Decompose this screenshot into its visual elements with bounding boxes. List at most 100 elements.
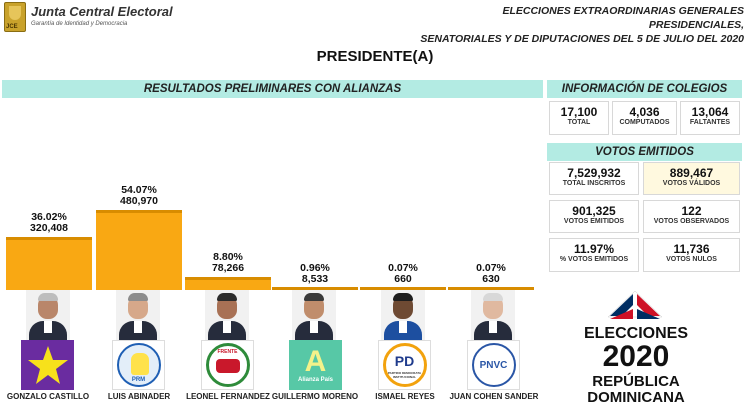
stat-votos-emitidos: 901,325 VOTOS EMITIDOS [549,200,639,233]
stat-value: 122 [681,204,702,218]
party-logo-pld [21,340,74,390]
party-logo-pnvc: PNVC [467,340,520,390]
stat-value: 17,100 [560,105,598,119]
candidate-photo-gonzalo-castillo [26,290,70,340]
election-title-line1: ELECCIONES EXTRAORDINARIAS GENERALES PRE… [502,5,744,31]
votes-label: 630 [482,273,500,285]
percent-label: 0.07% [388,262,418,274]
candidate-name-juan-cohen: JUAN COHEN SANDER [449,392,539,401]
votes-label: 660 [394,273,412,285]
results-bar-chart: 36.02% 320,408 54.07% 480,970 8.80% 78,2… [0,100,545,290]
alianza-text: Alianza País [297,377,333,383]
candidate-photo-guillermo-moreno [292,290,336,340]
stat-label: TOTAL [567,119,591,126]
stat-label: COMPUTADOS [619,119,670,126]
candidate-photo-ismael-reyes [381,290,425,340]
org-tagline: Garantía de Identidad y Democracia [31,21,128,27]
bar-label-leonel-fernandez: 8.80% 78,266 [183,250,273,274]
candidate-name-ismael-reyes: ISMAEL REYES [375,392,435,401]
branding-elecciones: ELECCIONES [583,325,688,342]
percent-label: 0.96% [300,262,330,274]
fp-text: FRENTE [217,349,238,355]
bar-label-luis-abinader: 54.07% 480,970 [94,185,184,207]
votes-label: 78,266 [211,261,245,274]
map-icon [215,359,240,373]
candidate-photo-luis-abinader [116,290,160,340]
prm-seal: PRM [116,343,161,387]
logo-text: JCE [6,24,18,30]
branding-year: 2020 [602,340,670,373]
percent-label: 54.07% [121,184,157,196]
stat-value: 7,529,932 [567,166,621,180]
stat-value: 11,736 [673,242,710,256]
stat-label: VOTOS EMITIDOS [563,218,625,225]
percent-label: 0.07% [476,262,506,274]
stat-faltantes: 13,064 FALTANTES [680,101,740,135]
pnvc-text: PNVC [479,359,508,371]
dominican-flag-icon [607,290,663,319]
stat-label: FALTANTES [689,119,731,126]
votes-label: 320,408 [30,221,68,234]
pnvc-seal: PNVC [471,343,516,387]
stat-total-inscritos: 7,529,932 TOTAL INSCRITOS [549,162,639,195]
bar-ismael-reyes [360,287,446,290]
stat-value: 11.97% [573,242,615,256]
stat-label: VOTOS NULOS [666,256,717,263]
stat-votos-validos: 889,467 VOTOS VÁLIDOS [643,162,740,195]
percent-label: 36.02% [31,210,67,223]
jce-logo: JCE [4,2,26,32]
bar-label-juan-cohen: 0.07% 630 [446,263,536,285]
election-title: ELECCIONES EXTRAORDINARIAS GENERALES PRE… [414,4,744,46]
stat-value: 901,325 [572,204,616,218]
election-title-line2: SENATORIALES Y DE DIPUTACIONES DEL 5 DE … [420,33,744,45]
party-logo-prm: PRM [112,340,165,390]
results-section-title: RESULTADOS PRELIMINARES CON ALIANZAS [2,80,543,98]
bar-label-gonzalo-castillo: 36.02% 320,408 [4,210,94,234]
branding-country: REPÚBLICA DOMINICANA [566,374,706,406]
candidate-name-guillermo-moreno: GUILLERMO MORENO [271,392,359,401]
bar-juan-cohen [448,287,534,290]
page-title: PRESIDENTE(A) [316,48,434,65]
colegios-section-title: INFORMACIÓN DE COLEGIOS [547,80,742,98]
branding-country-line1: REPÚBLICA [592,373,680,390]
votes-label: 480,970 [120,195,158,207]
stat-label: TOTAL INSCRITOS [562,180,626,187]
bar-label-ismael-reyes: 0.07% 660 [358,263,448,285]
percent-label: 8.80% [213,250,243,263]
votes-label: 8,533 [301,273,329,285]
fp-seal: FRENTE [205,343,250,387]
org-name: Junta Central Electoral [31,4,173,19]
pdi-text: PARTIDO DEMOCRATA INSTITUCIONAL [387,371,422,379]
pdi-letters: PD [394,353,415,369]
party-logo-alianza-pais: A Alianza País [289,340,342,390]
candidate-name-luis-abinader: LUIS ABINADER [107,392,171,401]
stat-label: % VOTOS EMITIDOS [559,256,629,263]
votos-section-title: VOTOS EMITIDOS [547,143,742,161]
stat-votos-nulos: 11,736 VOTOS NULOS [643,238,740,272]
stat-value: 4,036 [629,105,660,119]
stat-total-colegios: 17,100 TOTAL [549,101,609,135]
stat-computados: 4,036 COMPUTADOS [612,101,677,135]
alianza-letter: A [304,345,327,378]
bar-leonel-fernandez [185,276,271,290]
stat-value: 889,467 [669,166,714,180]
shield-icon [9,6,21,20]
bar-luis-abinader [96,210,182,290]
prm-text: PRM [131,377,146,383]
party-logo-pdi: PD PARTIDO DEMOCRATA INSTITUCIONAL [378,340,431,390]
party-logo-fp: FRENTE [201,340,254,390]
star-icon [27,346,68,384]
candidate-photo-leonel-fernandez [205,290,249,340]
candidate-photo-juan-cohen [471,290,515,340]
candidate-name-gonzalo-castillo: GONZALO CASTILLO [6,392,90,401]
bar-guillermo-moreno [272,287,358,290]
bar-gonzalo-castillo [6,236,92,290]
stat-label: VOTOS OBSERVADOS [653,218,730,225]
thumb-up-icon [130,353,149,375]
stat-votos-observados: 122 VOTOS OBSERVADOS [643,200,740,233]
stat-pct-votos-emitidos: 11.97% % VOTOS EMITIDOS [549,238,639,272]
branding-country-line2: DOMINICANA [587,389,685,406]
candidate-name-leonel-fernandez: LEONEL FERNANDEZ [186,392,270,401]
bar-label-guillermo-moreno: 0.96% 8,533 [270,263,360,285]
pdi-seal: PD PARTIDO DEMOCRATA INSTITUCIONAL [382,343,427,387]
